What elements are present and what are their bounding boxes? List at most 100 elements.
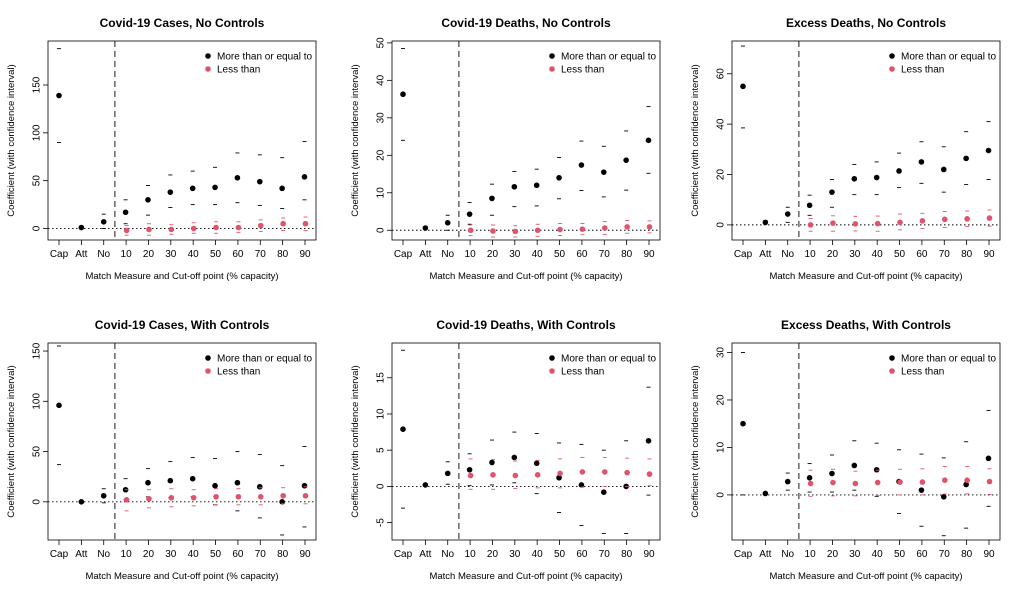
data-point-base	[762, 219, 769, 226]
x-axis-label: Match Measure and Cut-off point (% capac…	[429, 271, 622, 282]
legend-label-more: More than or equal to	[901, 52, 996, 63]
x-tick-label: Cap	[394, 249, 413, 260]
x-tick-label: Cap	[734, 249, 753, 260]
y-tick-label: 0	[376, 227, 387, 233]
data-point-less	[213, 224, 219, 231]
data-point-less	[874, 220, 881, 227]
data-point-base	[762, 490, 769, 497]
legend-marker-more	[205, 53, 211, 59]
data-point-more	[940, 166, 947, 173]
data-point-more	[806, 202, 813, 209]
data-point-less	[941, 477, 948, 483]
x-tick-label: 30	[509, 549, 521, 560]
data-point-more	[578, 482, 585, 488]
data-point-less	[986, 478, 993, 485]
data-point-more	[623, 157, 629, 163]
y-tick-label: 10	[376, 408, 387, 420]
x-tick-label: 20	[827, 549, 839, 560]
data-point-more	[256, 483, 263, 490]
x-tick-label: 50	[894, 249, 906, 260]
chart-panel: Covid-19 Deaths, With Controls -5 0 5 10 15 Co…	[350, 318, 661, 582]
data-point-more	[851, 462, 858, 469]
x-axis-label: Match Measure and Cut-off point (% capac…	[769, 571, 962, 582]
x-tick-label: Att	[419, 549, 431, 560]
y-axis-label: Coefficient (with confidence interval)	[350, 64, 361, 216]
plot-frame	[391, 40, 661, 241]
x-tick-label: No	[97, 549, 110, 560]
x-tick-label: 90	[643, 249, 655, 260]
x-tick-label: 70	[255, 249, 267, 260]
data-point-less	[123, 496, 130, 503]
data-point-more	[851, 175, 858, 182]
x-tick-label: 60	[232, 549, 244, 560]
y-tick-label: 0	[32, 499, 43, 505]
x-tick-label: 10	[121, 549, 133, 560]
data-point-more	[533, 460, 540, 467]
data-point-more	[918, 487, 925, 493]
x-tick-label: 30	[849, 549, 861, 560]
legend-marker-less	[889, 368, 895, 374]
data-point-more	[212, 482, 218, 489]
x-tick-label: Att	[419, 249, 431, 260]
data-point-less	[557, 226, 563, 233]
x-tick-label: 90	[983, 549, 995, 560]
data-point-less	[897, 219, 903, 226]
data-point-less	[897, 479, 903, 485]
data-point-less	[807, 222, 814, 228]
y-tick-label: 50	[376, 37, 387, 49]
x-tick-label: Cap	[394, 549, 413, 560]
data-point-base	[784, 478, 791, 485]
data-point-base	[78, 224, 85, 231]
x-tick-label: 70	[599, 549, 611, 560]
data-point-more	[985, 455, 992, 462]
data-point-more	[212, 184, 218, 191]
y-tick-label: 0	[32, 225, 43, 231]
x-tick-label: 40	[188, 249, 200, 260]
y-tick-label: 30	[376, 112, 387, 124]
legend-marker-more	[549, 53, 555, 59]
data-point-more	[940, 494, 947, 500]
data-point-less	[512, 228, 519, 235]
data-point-less	[168, 494, 175, 501]
legend-marker-more	[889, 355, 895, 361]
x-tick-label: 10	[805, 249, 817, 260]
y-tick-label: 100	[32, 393, 43, 410]
data-point-base	[56, 92, 62, 99]
plot-frame	[47, 40, 317, 241]
x-tick-label: Cap	[734, 549, 753, 560]
chart-panel: Covid-19 Cases, With Controls 0 50 100 150 Co…	[6, 318, 317, 582]
x-tick-label: Cap	[50, 549, 69, 560]
x-tick-label: 50	[210, 549, 222, 560]
data-point-less	[190, 225, 197, 232]
chart-title: Covid-19 Cases, No Controls	[100, 16, 265, 30]
x-tick-label: Cap	[50, 249, 69, 260]
y-axis-label: Coefficient (with confidence interval)	[350, 365, 361, 517]
chart-panel: Covid-19 Cases, No Controls 0 50 100 150 Coef…	[6, 16, 317, 282]
chart-title: Covid-19 Deaths, No Controls	[441, 16, 611, 30]
legend-label-more: More than or equal to	[561, 52, 656, 63]
data-point-less	[467, 472, 474, 479]
data-point-less	[579, 226, 586, 232]
data-point-more	[963, 481, 969, 488]
x-tick-label: 10	[465, 249, 477, 260]
legend-label-more: More than or equal to	[901, 354, 996, 365]
data-point-less	[534, 472, 541, 478]
data-point-less	[941, 216, 948, 223]
chart-title: Covid-19 Cases, With Controls	[95, 318, 270, 332]
legend-label-more: More than or equal to	[217, 354, 312, 365]
legend-marker-less	[549, 368, 555, 374]
y-axis-label: Coefficient (with confidence interval)	[6, 64, 17, 216]
data-point-base	[444, 219, 451, 226]
data-point-less	[467, 227, 474, 234]
data-point-less	[168, 226, 175, 233]
data-point-more	[167, 477, 174, 484]
data-point-less	[257, 493, 264, 500]
y-tick-label: 5	[376, 447, 387, 453]
data-point-less	[601, 225, 608, 231]
data-point-less	[146, 495, 152, 502]
chart-title: Excess Deaths, No Controls	[786, 16, 946, 30]
x-tick-label: 60	[916, 249, 928, 260]
data-point-less	[874, 479, 881, 486]
data-point-base	[100, 219, 107, 225]
data-point-more	[918, 159, 925, 165]
